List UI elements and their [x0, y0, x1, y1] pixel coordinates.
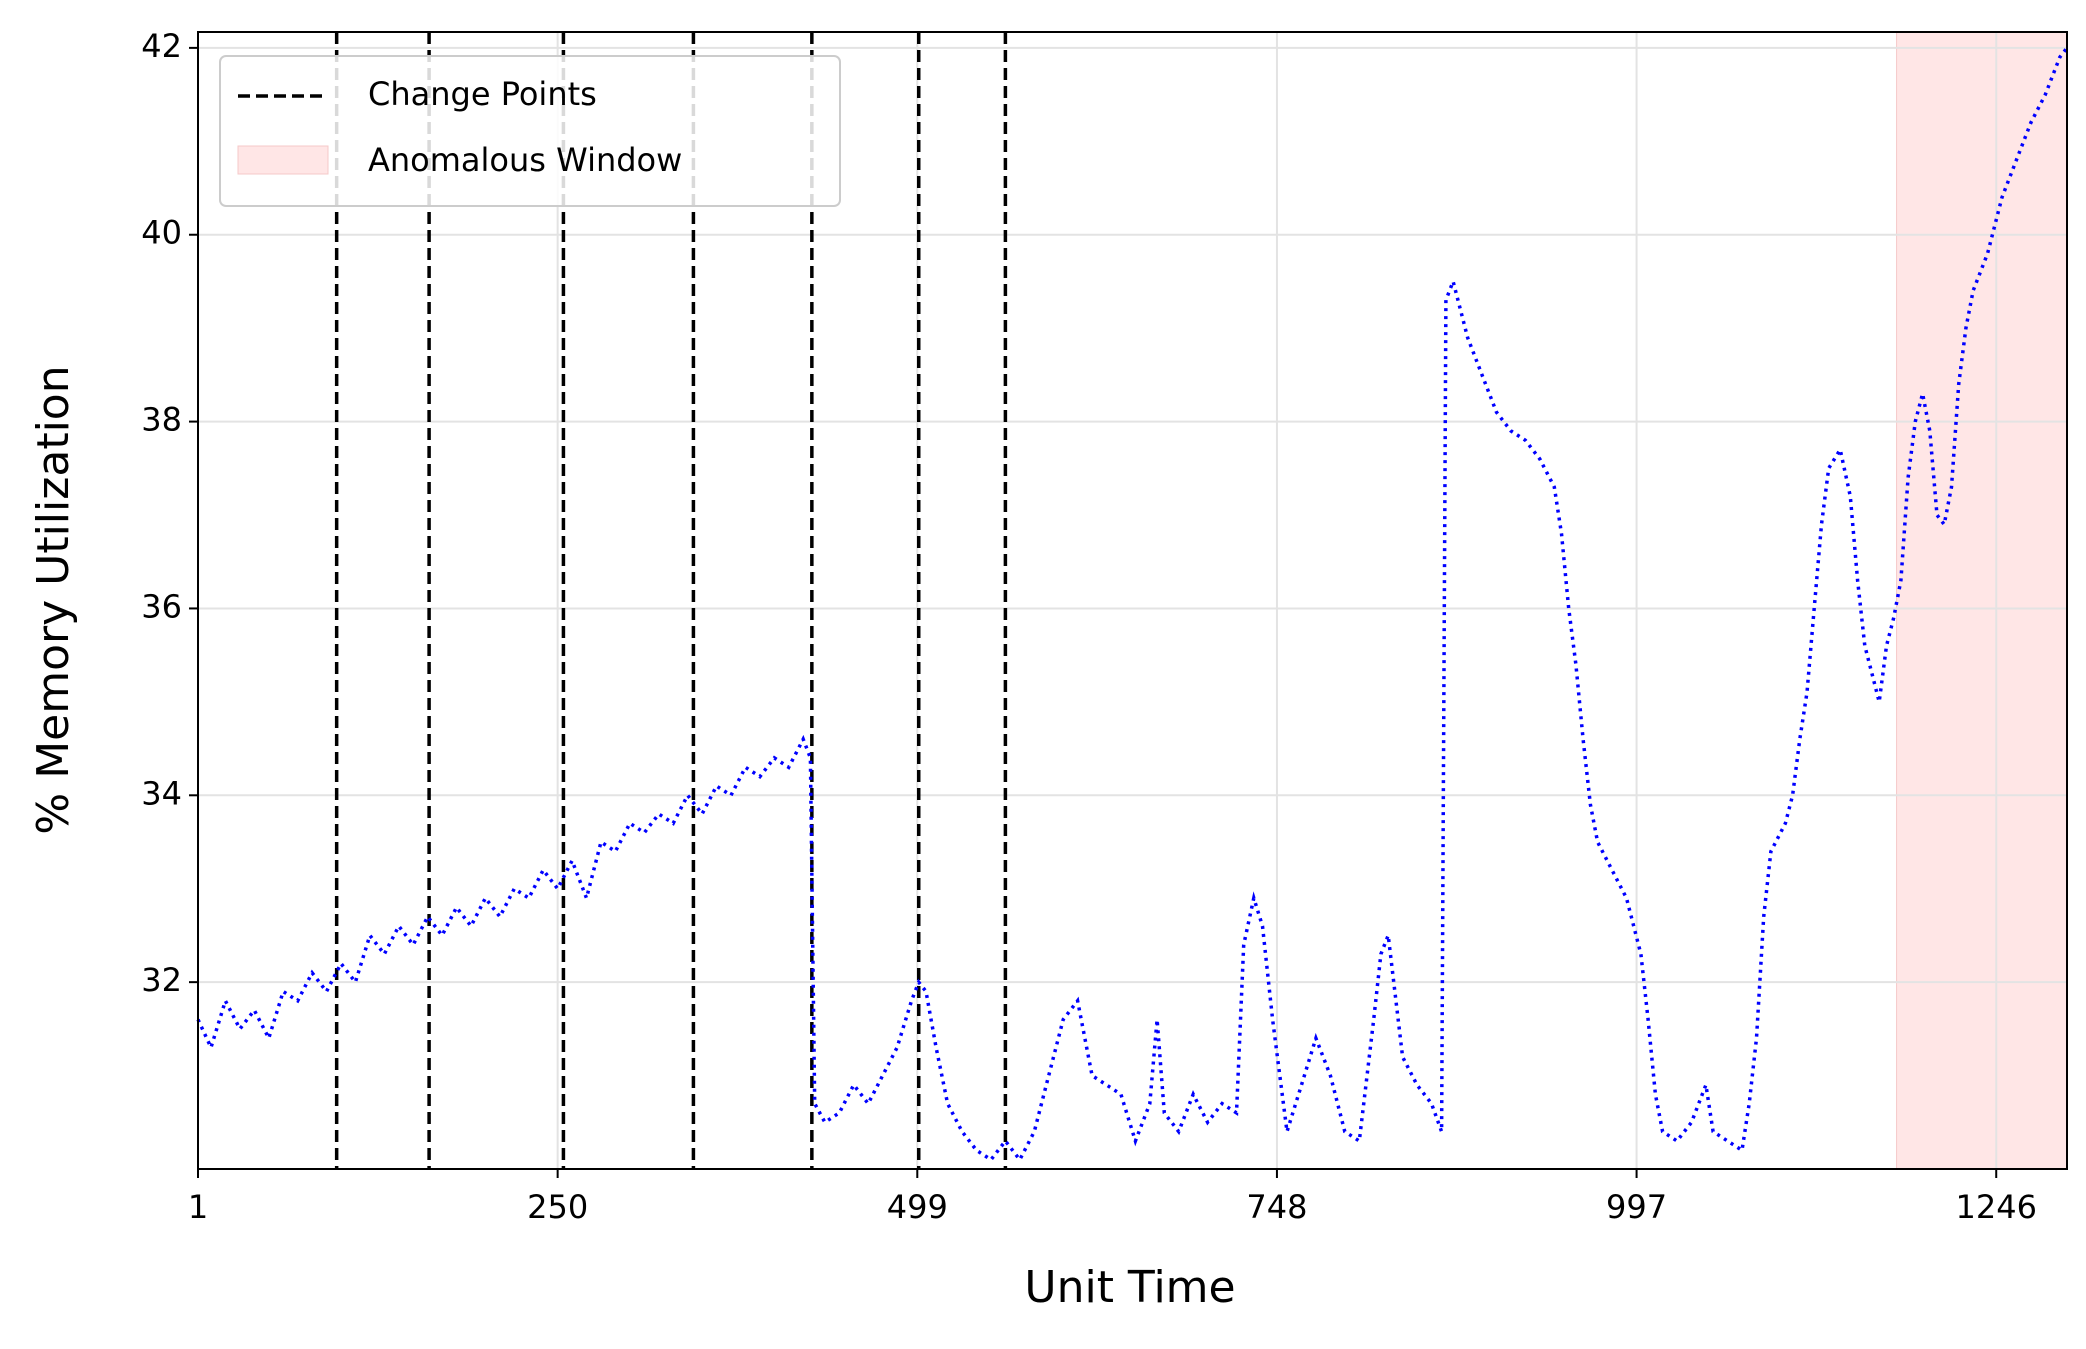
data-line	[196, 46, 2069, 1163]
x-tick-label: 997	[1606, 1188, 1667, 1226]
y-tick-label: 32	[141, 961, 182, 999]
x-tick-label: 499	[887, 1188, 948, 1226]
anomalous-window	[1896, 31, 2068, 1170]
plot-frame	[197, 31, 2068, 1170]
legend-swatch	[237, 145, 329, 175]
y-axis-label: % Memory Utilization	[28, 365, 79, 834]
legend-label: Anomalous Window	[368, 141, 682, 179]
y-tick-label: 40	[141, 214, 182, 252]
y-tick-label: 34	[141, 774, 182, 812]
y-tick-label: 38	[141, 401, 182, 439]
x-tick-label: 748	[1246, 1188, 1307, 1226]
x-tick-label: 1	[188, 1188, 208, 1226]
x-axis-label: Unit Time	[1024, 1262, 1235, 1313]
x-tick-label: 1246	[1956, 1188, 2037, 1226]
y-tick-label: 42	[141, 27, 182, 65]
legend-box	[219, 55, 841, 207]
legend-label: Change Points	[368, 75, 597, 113]
y-tick-label: 36	[141, 587, 182, 625]
x-tick-label: 250	[527, 1188, 588, 1226]
